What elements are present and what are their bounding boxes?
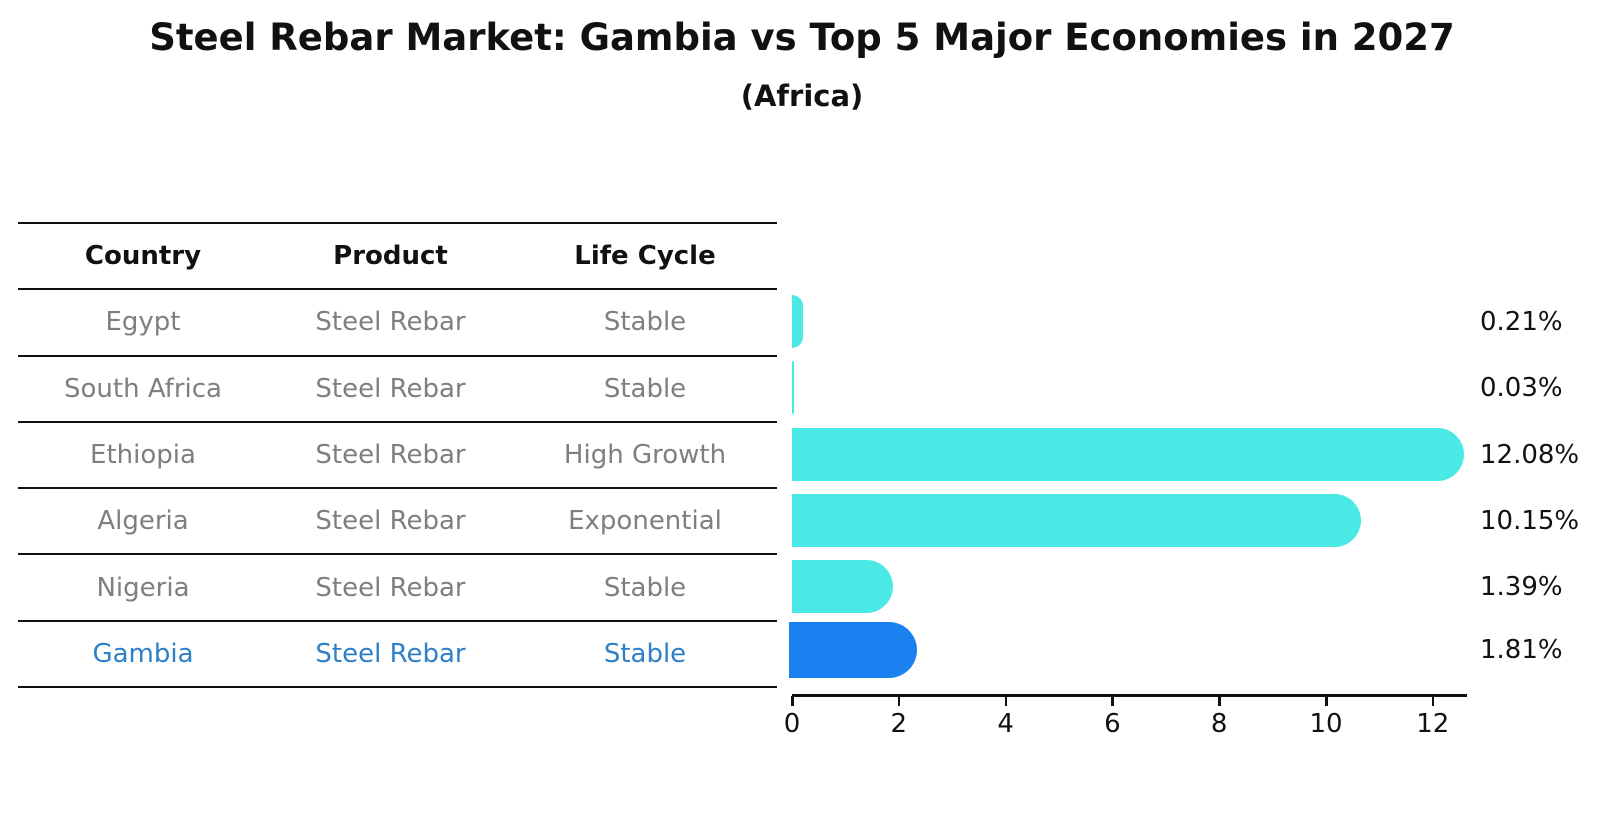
tick-mark [1218, 696, 1221, 706]
tick-mark [897, 696, 901, 706]
cell-product: Steel Rebar [315, 638, 466, 669]
tick-mark [1004, 696, 1008, 706]
cell-life-cycle: Stable [603, 307, 687, 338]
column-header-product: Product [333, 241, 448, 272]
bar-egypt [792, 295, 804, 348]
column-header-life-cycle: Life Cycle [574, 241, 716, 272]
table-row-egypt: Egypt Steel Rebar Stable [18, 290, 777, 357]
value-label-south-africa: 0.03% [1480, 373, 1563, 403]
tick-mark [791, 696, 794, 706]
value-label-egypt: 0.21% [1480, 307, 1563, 337]
tick-mark [1431, 696, 1435, 706]
cell-country: South Africa [64, 373, 222, 404]
value-label-gambia: 1.81% [1480, 635, 1563, 665]
tick-mark [1325, 696, 1328, 706]
cell-life-cycle: Stable [603, 638, 687, 669]
column-header-country: Country [84, 241, 202, 272]
table-row-nigeria: Nigeria Steel Rebar Stable [18, 555, 777, 622]
cell-country: Nigeria [96, 572, 190, 603]
value-label-algeria: 10.15% [1480, 506, 1580, 536]
bar-ethiopia [792, 428, 1465, 481]
table-row-algeria: Algeria Steel Rebar Exponential [18, 489, 777, 556]
cell-country: Ethiopia [90, 440, 196, 471]
value-label-ethiopia: 12.08% [1480, 440, 1580, 470]
tick-label: 12 [1416, 709, 1450, 739]
tick-label: 8 [1210, 709, 1228, 739]
bar-gambia [789, 622, 917, 678]
cell-country: Egypt [105, 307, 181, 338]
cell-product: Steel Rebar [315, 506, 466, 537]
cell-life-cycle: Exponential [568, 506, 722, 537]
cell-product: Steel Rebar [315, 373, 466, 404]
cell-country: Gambia [92, 638, 194, 669]
tick-label: 10 [1309, 709, 1343, 739]
table-header-row: Country Product Life Cycle [18, 224, 777, 291]
x-axis-line [792, 694, 1467, 697]
chart-subtitle: (Africa) [740, 79, 864, 113]
value-label-nigeria: 1.39% [1480, 572, 1563, 602]
cell-country: Algeria [97, 506, 189, 537]
country-table: Country Product Life Cycle Egypt Steel R… [18, 222, 777, 689]
cell-product: Steel Rebar [315, 572, 466, 603]
bar-south-africa [792, 361, 794, 414]
cell-life-cycle: Stable [603, 572, 687, 603]
tick-mark [1111, 696, 1114, 706]
tick-label: 0 [783, 709, 801, 739]
cell-product: Steel Rebar [315, 440, 466, 471]
tick-label: 6 [1104, 709, 1121, 739]
table-row-ethiopia: Ethiopia Steel Rebar High Growth [18, 423, 777, 490]
table-row-south-africa: South Africa Steel Rebar Stable [18, 357, 777, 423]
cell-product: Steel Rebar [315, 307, 466, 338]
tick-label: 2 [890, 709, 908, 739]
tick-label: 4 [997, 709, 1014, 739]
cell-life-cycle: Stable [603, 373, 687, 404]
bar-algeria [792, 494, 1361, 547]
bar-nigeria [792, 560, 894, 613]
cell-life-cycle: High Growth [563, 440, 727, 471]
chart-title: Steel Rebar Market: Gambia vs Top 5 Majo… [149, 16, 1455, 59]
table-row-gambia: Gambia Steel Rebar Stable [18, 622, 777, 689]
